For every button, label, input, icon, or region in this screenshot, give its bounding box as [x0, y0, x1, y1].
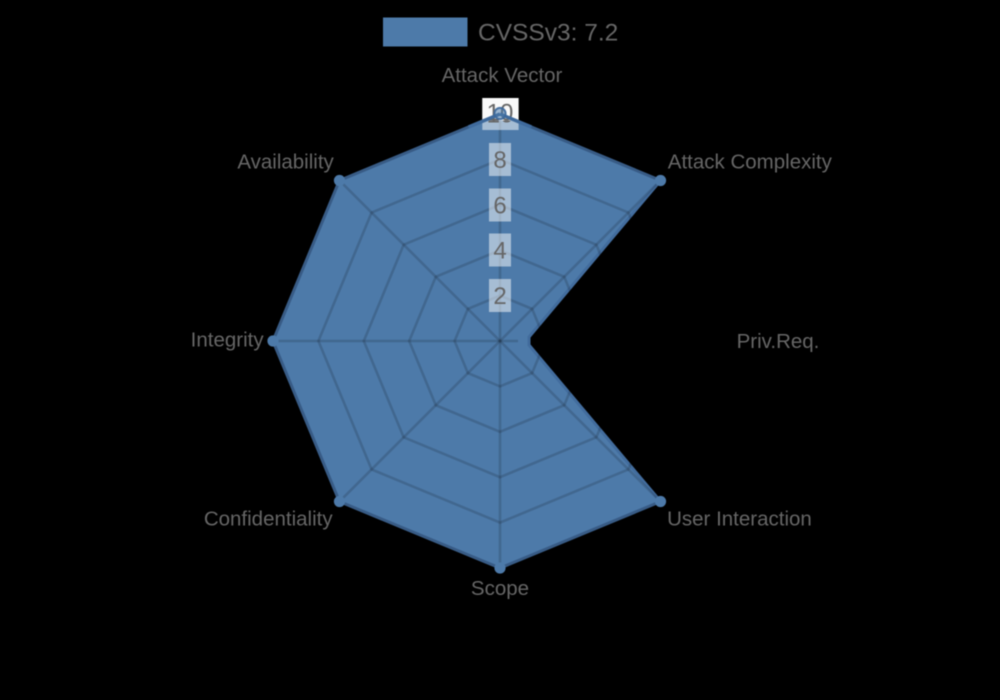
svg-text:Availability: Availability — [237, 150, 334, 173]
svg-text:6: 6 — [493, 193, 506, 220]
svg-text:2: 2 — [493, 283, 506, 310]
svg-text:CVSSv3: 7.2: CVSSv3: 7.2 — [478, 20, 618, 47]
svg-text:Attack Vector: Attack Vector — [442, 64, 563, 87]
svg-text:4: 4 — [493, 238, 506, 265]
svg-text:Confidentiality: Confidentiality — [204, 508, 334, 531]
svg-text:Priv.Req.: Priv.Req. — [737, 330, 820, 353]
svg-text:8: 8 — [493, 147, 506, 174]
svg-text:Integrity: Integrity — [191, 328, 265, 351]
svg-text:User Interaction: User Interaction — [667, 508, 812, 531]
svg-text:Attack Complexity: Attack Complexity — [668, 150, 833, 173]
svg-text:Scope: Scope — [471, 577, 529, 600]
